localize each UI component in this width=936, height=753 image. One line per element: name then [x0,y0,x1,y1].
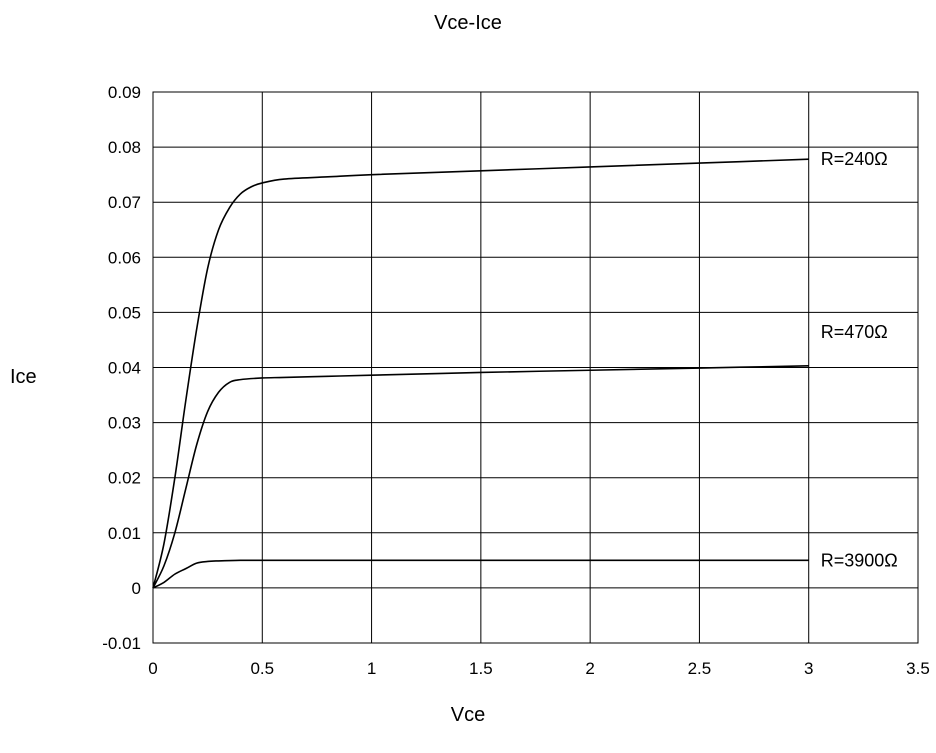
y-tick-label: 0.05 [108,303,141,322]
x-tick-label: 0 [148,659,157,678]
x-tick-label: 3.5 [906,659,930,678]
series-label-0: R=240Ω [821,149,888,169]
y-tick-label: 0.07 [108,193,141,212]
y-tick-label: 0.08 [108,138,141,157]
tick-labels: 0 0.5 1 1.5 2 2.5 3 3.5 0.09 0.08 0.07 0.06 0.05 0.04… [102,83,930,678]
x-axis-label: Vce [450,704,486,726]
series-label-1: R=470Ω [821,322,888,342]
series-labels: R=240Ω R=470Ω R=3900Ω [821,149,898,570]
x-tick-label: 3 [804,659,813,678]
series-line-2 [152,559,809,589]
y-tick-label: 0.04 [108,359,141,378]
y-tick-label: -0.01 [102,634,141,653]
chart-title: Vce-Ice [434,12,502,34]
x-tick-label: 1 [367,659,376,678]
x-tick-label: 1.5 [469,659,493,678]
series-line-0 [152,158,809,589]
series-lines [152,158,809,589]
y-tick-label: 0.02 [108,469,141,488]
y-tick-label: 0.06 [108,248,141,267]
y-tick-label: 0.01 [108,524,141,543]
x-tick-label: 2.5 [688,659,712,678]
y-tick-label: 0.09 [108,83,141,102]
x-tick-label: 0.5 [250,659,274,678]
y-tick-label: 0.03 [108,414,141,433]
y-tick-label: 0 [132,579,141,598]
plot-frame [152,91,919,644]
series-label-2: R=3900Ω [821,550,898,570]
y-axis-label: Ice [10,366,37,388]
x-tick-label: 2 [585,659,594,678]
series-line-1 [152,365,809,589]
